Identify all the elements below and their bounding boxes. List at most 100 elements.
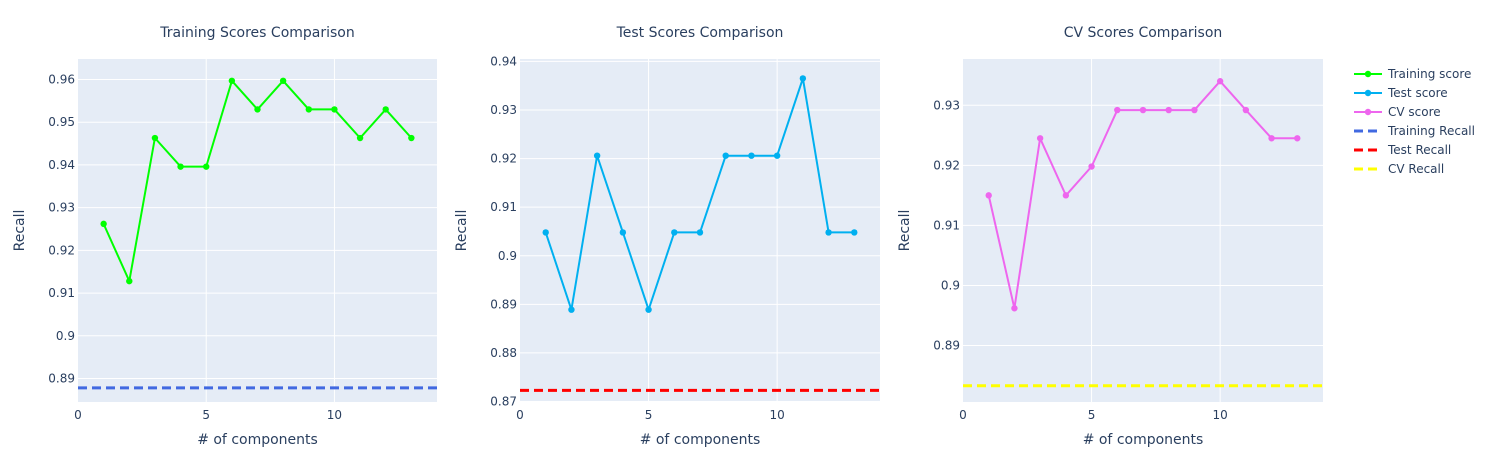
legend-marker [1364,89,1372,97]
y-tick-label: 0.89 [48,372,75,386]
legend-item: CV Recall [1354,162,1444,176]
data-point [1216,78,1224,85]
data-point [382,106,389,113]
data-point [356,134,364,142]
data-point [177,163,184,170]
data-point [851,229,858,236]
data-point [671,229,678,236]
data-point [773,152,781,159]
data-point [279,77,287,84]
y-tick-label: 0.89 [490,297,517,311]
x-tick-label: 0 [516,408,524,422]
legend-label: CV score [1388,105,1441,119]
y-tick-label: 0.92 [933,158,960,172]
chart-panel-2: 0 5 10 0.87 0.88 0.89 0.9 0.91 0.92 0.93 0.94 Test … [454,25,880,448]
data-point [408,134,415,142]
legend-label: CV Recall [1388,162,1444,176]
data-point [593,152,601,159]
x-axis-label: # of components [640,432,761,448]
legend-item: Test score [1354,86,1448,100]
data-point [1011,305,1018,312]
y-tick-label: 0.94 [48,158,75,172]
x-tick-label: 10 [1213,408,1228,422]
data-point [1036,135,1044,142]
y-tick-label: 0.91 [490,200,517,214]
x-tick-label: 10 [770,408,785,422]
x-tick-label: 5 [1088,408,1096,422]
chart-panel-1: 0 5 10 0.89 0.9 0.91 0.92 0.93 0.94 0.95 0.96 Train… [12,25,437,448]
y-tick-label: 0.88 [490,346,517,360]
data-point [1191,106,1198,114]
data-point [1062,192,1070,199]
legend-item: CV score [1354,105,1441,119]
legend-label: Test score [1387,86,1448,100]
y-tick-label: 0.89 [933,339,960,353]
data-point [254,106,261,113]
y-tick-label: 0.91 [933,218,960,232]
data-point [985,192,992,199]
data-point [542,229,549,236]
chart-title: CV Scores Comparison [1064,25,1223,41]
chart-title: Test Scores Comparison [616,25,784,41]
legend-item: Training Recall [1354,124,1475,138]
data-point [1165,106,1172,114]
legend-marker [1364,108,1372,116]
data-point [748,152,755,159]
data-point [825,229,832,236]
x-axis-label: # of components [1083,432,1204,448]
x-tick-label: 0 [959,408,967,422]
data-point [151,134,159,142]
legend-label: Test Recall [1387,143,1451,157]
x-tick-label: 0 [74,408,82,422]
y-axis-label: Recall [897,210,913,252]
data-point [722,152,729,159]
legend-item: Training score [1354,67,1471,81]
y-tick-label: 0.94 [490,54,517,68]
data-point [799,75,807,82]
y-tick-label: 0.92 [48,243,75,257]
data-point [1242,106,1250,114]
chart-legend: Training score Test score CV score Training… [1354,67,1475,176]
data-point [696,229,704,236]
plot-background [963,59,1323,402]
data-point [568,306,575,313]
x-tick-label: 5 [645,408,653,422]
chart-panel-3: 0 5 10 0.89 0.9 0.91 0.92 0.93 CV Scores Compari… [897,25,1323,448]
data-point [305,106,312,113]
data-point [126,277,133,285]
data-point [1294,135,1301,142]
data-point [619,229,627,236]
data-point [645,306,652,313]
legend-item: Test Recall [1354,143,1451,157]
x-axis-label: # of components [197,432,318,448]
legend-label: Training Recall [1387,124,1475,138]
y-tick-label: 0.9 [941,278,960,292]
y-tick-label: 0.93 [933,98,960,112]
x-tick-label: 5 [202,408,210,422]
data-point [331,106,338,113]
x-tick-label: 10 [327,408,342,422]
y-tick-label: 0.95 [48,115,75,129]
y-tick-label: 0.9 [56,329,75,343]
data-point [228,77,236,84]
data-point [203,163,210,170]
y-tick-label: 0.93 [490,103,517,117]
legend-marker [1364,70,1372,78]
data-point [1139,106,1147,114]
y-axis-label: Recall [454,210,470,252]
y-tick-label: 0.92 [490,152,517,166]
y-tick-label: 0.9 [498,249,517,263]
data-point [100,220,107,228]
legend-label: Training score [1387,67,1471,81]
data-point [1088,163,1095,170]
y-tick-label: 0.91 [48,286,75,300]
y-axis-label: Recall [12,210,28,252]
chart-title: Training Scores Comparison [159,25,354,41]
data-point [1114,106,1121,114]
y-tick-label: 0.93 [48,201,75,215]
data-point [1268,135,1275,142]
y-tick-label: 0.96 [48,73,75,87]
y-tick-label: 0.87 [490,395,517,409]
